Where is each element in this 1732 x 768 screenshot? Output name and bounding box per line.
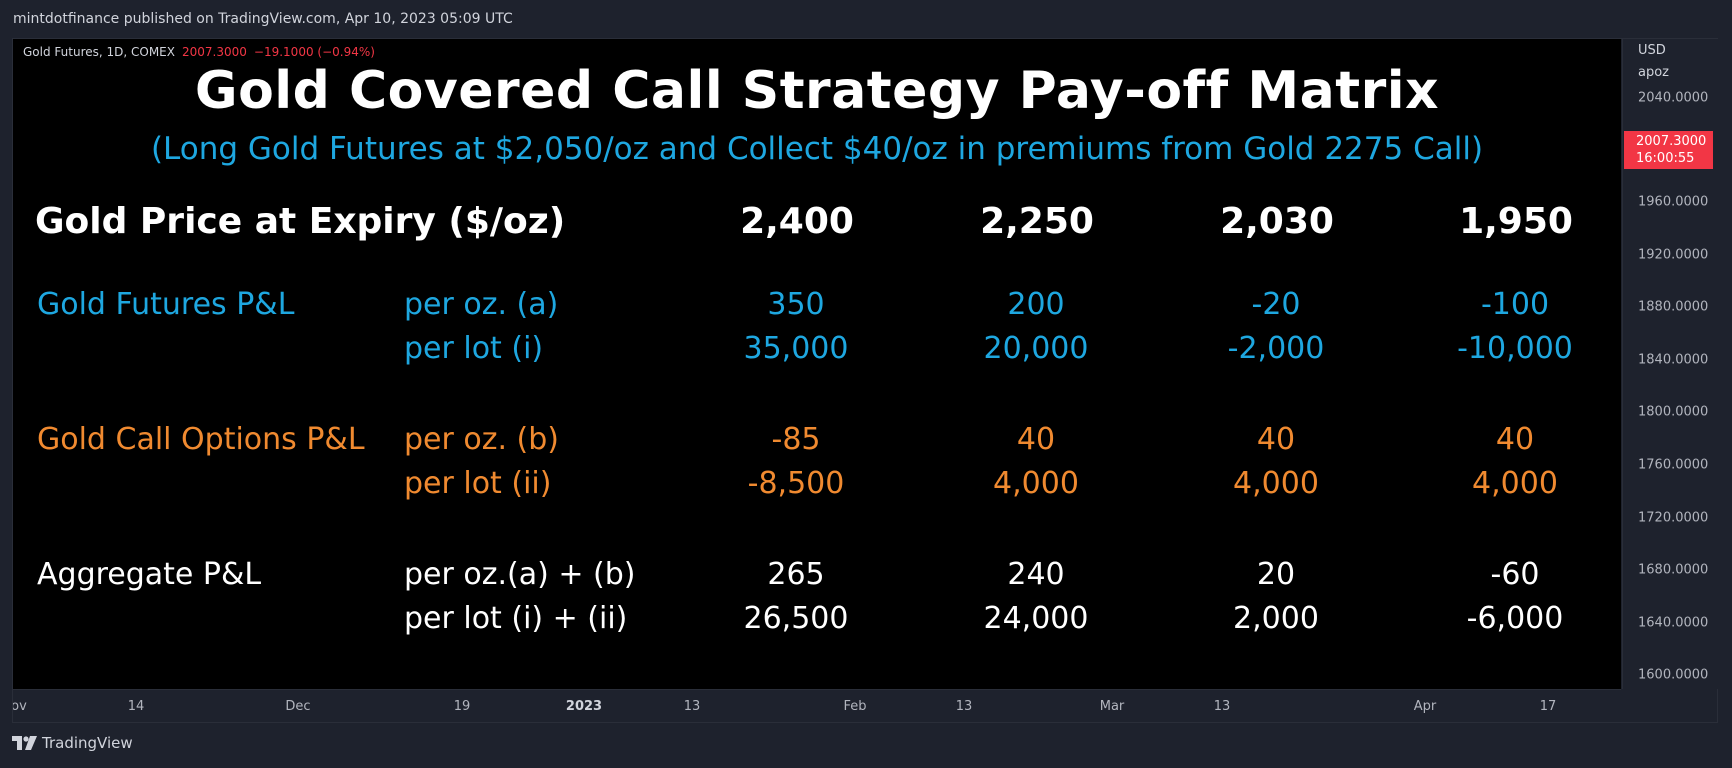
aggregate-oz-4: -60	[1490, 557, 1540, 592]
time-tick: 2023	[565, 699, 603, 714]
time-tick: 14	[127, 699, 145, 714]
futures-lot-4: -10,000	[1457, 331, 1573, 366]
bar-countdown: 16:00:55	[1636, 151, 1695, 166]
price-tick: 1920.0000	[1638, 247, 1709, 263]
options-oz-label: per oz. (b)	[404, 422, 559, 457]
matrix-subtitle: (Long Gold Futures at $2,050/oz and Coll…	[150, 131, 1484, 167]
aggregate-lot-4: -6,000	[1466, 601, 1564, 636]
price-tick: 1640.0000	[1638, 615, 1709, 631]
aggregate-oz-1: 265	[767, 557, 825, 592]
price-tick: 2040.0000	[1638, 90, 1709, 106]
time-tick: 17	[1539, 699, 1557, 714]
time-tick: ov	[13, 699, 27, 714]
publish-info: mintdotfinance published on TradingView.…	[13, 11, 513, 27]
time-tick: 19	[453, 699, 471, 714]
options-lot-3: 4,000	[1233, 466, 1319, 501]
options-oz-4: 40	[1495, 422, 1535, 457]
futures-oz-3: -20	[1251, 287, 1301, 322]
symbol-legend[interactable]: Gold Futures, 1D, COMEX 2007.3000 −19.10…	[23, 45, 375, 59]
price-tick: 1600.0000	[1638, 667, 1709, 683]
time-tick: Mar	[1099, 699, 1125, 714]
aggregate-lot-3: 2,000	[1233, 601, 1319, 636]
futures-oz-2: 200	[1007, 287, 1065, 322]
legend-price: 2007.3000	[182, 45, 247, 59]
futures-lot-3: -2,000	[1227, 331, 1325, 366]
time-tick: 13	[955, 699, 973, 714]
futures-lot-2: 20,000	[983, 331, 1089, 366]
options-label: Gold Call Options P&L	[37, 422, 365, 457]
aggregate-lot-1: 26,500	[743, 601, 849, 636]
price-col-4: 1,950	[1459, 201, 1573, 242]
options-lot-label: per lot (ii)	[404, 466, 552, 501]
futures-label: Gold Futures P&L	[37, 287, 295, 322]
price-col-2: 2,250	[980, 201, 1094, 242]
price-tick: 1720.0000	[1638, 510, 1709, 526]
aggregate-lot-2: 24,000	[983, 601, 1089, 636]
options-lot-2: 4,000	[993, 466, 1079, 501]
price-tick: 1840.0000	[1638, 352, 1709, 368]
aggregate-oz-label: per oz.(a) + (b)	[404, 557, 636, 592]
options-lot-4: 4,000	[1472, 466, 1558, 501]
time-tick: Apr	[1413, 699, 1437, 714]
futures-oz-4: -100	[1480, 287, 1550, 322]
matrix-title: Gold Covered Call Strategy Pay-off Matri…	[194, 61, 1440, 121]
price-tick: 1880.0000	[1638, 299, 1709, 315]
options-oz-3: 40	[1256, 422, 1296, 457]
tradingview-logo-icon[interactable]	[12, 736, 38, 750]
aggregate-oz-2: 240	[1007, 557, 1065, 592]
aggregate-lot-label: per lot (i) + (ii)	[404, 601, 628, 636]
tradingview-brand[interactable]: TradingView	[42, 734, 133, 752]
price-tick: 1760.0000	[1638, 457, 1709, 473]
chart-pane[interactable]: Gold Futures, 1D, COMEX 2007.3000 −19.10…	[13, 39, 1621, 689]
time-tick: Dec	[285, 699, 311, 714]
time-tick: 13	[1213, 699, 1231, 714]
aggregate-oz-3: 20	[1256, 557, 1296, 592]
aggregate-label: Aggregate P&L	[37, 557, 262, 592]
time-tick: Feb	[843, 699, 867, 714]
time-tick: 13	[683, 699, 701, 714]
options-oz-2: 40	[1016, 422, 1056, 457]
legend-change: −19.1000 (−0.94%)	[253, 45, 375, 59]
symbol-name[interactable]: Gold Futures, 1D, COMEX	[23, 45, 175, 59]
unit-label[interactable]: apoz	[1638, 65, 1669, 80]
publish-header: mintdotfinance published on TradingView.…	[0, 0, 1732, 38]
futures-lot-1: 35,000	[743, 331, 849, 366]
options-lot-1: -8,500	[747, 466, 845, 501]
price-tick: 1960.0000	[1638, 194, 1709, 210]
futures-lot-label: per lot (i)	[404, 331, 544, 366]
current-price-badge: 2007.3000 16:00:55	[1624, 131, 1713, 169]
price-col-1: 2,400	[740, 201, 854, 242]
currency-label[interactable]: USD	[1638, 43, 1666, 58]
footer[interactable]: TradingView	[12, 734, 133, 752]
time-axis[interactable]: ov 14 Dec 19 2023 13 Feb 13 Mar 13 Apr 1…	[13, 689, 1621, 724]
price-tick: 1800.0000	[1638, 404, 1709, 420]
futures-oz-label: per oz. (a)	[404, 287, 559, 322]
price-label: Gold Price at Expiry ($/oz)	[35, 201, 566, 242]
futures-oz-1: 350	[767, 287, 825, 322]
price-tick: 1680.0000	[1638, 562, 1709, 578]
current-price: 2007.3000	[1636, 134, 1707, 149]
options-oz-1: -85	[771, 422, 821, 457]
price-col-3: 2,030	[1220, 201, 1334, 242]
